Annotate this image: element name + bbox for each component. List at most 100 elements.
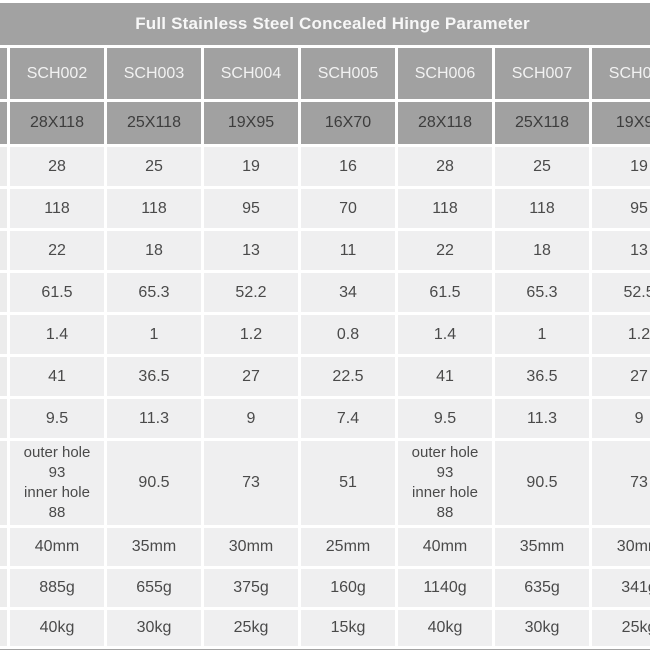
model-header-sch005: SCH005: [301, 48, 395, 99]
value-cell: 30mm: [592, 528, 650, 566]
value-cell: 118: [398, 189, 492, 228]
value-cell: 1.2: [592, 315, 650, 354]
value-cell: 95: [204, 189, 298, 228]
sheet-title: Full Stainless Steel Concealed Hinge Par…: [0, 3, 650, 45]
size-cell: 28X118: [398, 102, 492, 144]
size-cell: 19X95: [204, 102, 298, 144]
label-column-stub: [0, 48, 7, 99]
outer-hole-value: 93: [48, 464, 66, 481]
value-cell: 9: [204, 399, 298, 438]
value-cell: 25kg: [592, 610, 650, 646]
value-cell: 9.5: [398, 399, 492, 438]
value-cell: 41: [10, 357, 104, 396]
value-cell: 655g: [107, 569, 201, 607]
model-header-row: SCH002 SCH003 SCH004 SCH005 SCH006 SCH00…: [0, 48, 650, 99]
table-row: 9.5 11.3 9 7.4 9.5 11.3 9: [0, 399, 650, 438]
model-header-sch002: SCH002: [10, 48, 104, 99]
value-cell: 30kg: [495, 610, 589, 646]
value-cell: 22: [10, 231, 104, 270]
value-cell: 90.5: [107, 441, 201, 525]
value-cell: 341g: [592, 569, 650, 607]
value-cell: 7.4: [301, 399, 395, 438]
value-cell: 11.3: [495, 399, 589, 438]
label-column-stub: [0, 610, 7, 646]
outer-hole-label: outer hole: [23, 444, 91, 461]
table-row: 28 25 19 16 28 25 19: [0, 147, 650, 186]
value-cell: 13: [592, 231, 650, 270]
weight-row: 885g 655g 375g 160g 1140g 635g 341g: [0, 569, 650, 607]
table-row: 118 118 95 70 118 118 95: [0, 189, 650, 228]
table-row: 61.5 65.3 52.2 34 61.5 65.3 52.5: [0, 273, 650, 312]
value-cell: 160g: [301, 569, 395, 607]
label-column-stub: [0, 102, 7, 144]
value-cell: 35mm: [107, 528, 201, 566]
value-cell: 40kg: [10, 610, 104, 646]
value-cell: 16: [301, 147, 395, 186]
value-cell: 118: [10, 189, 104, 228]
label-column-stub: [0, 399, 7, 438]
value-cell: 1: [107, 315, 201, 354]
value-cell: 73: [592, 441, 650, 525]
value-cell: 25mm: [301, 528, 395, 566]
value-cell: 30kg: [107, 610, 201, 646]
value-cell: 25: [107, 147, 201, 186]
value-cell: 40kg: [398, 610, 492, 646]
size-cell: 19X95: [592, 102, 650, 144]
value-cell: 13: [204, 231, 298, 270]
value-cell: 40mm: [398, 528, 492, 566]
hole-detail-cell: outer hole 93 inner hole 88: [398, 441, 492, 525]
value-cell: 25: [495, 147, 589, 186]
value-cell: 65.3: [107, 273, 201, 312]
value-cell: 30mm: [204, 528, 298, 566]
value-cell: 1.4: [10, 315, 104, 354]
value-cell: 28: [398, 147, 492, 186]
label-column-stub: [0, 441, 7, 525]
value-cell: 19: [592, 147, 650, 186]
value-cell: 1.4: [398, 315, 492, 354]
title-row: Full Stainless Steel Concealed Hinge Par…: [0, 3, 650, 45]
value-cell: 18: [107, 231, 201, 270]
value-cell: 15kg: [301, 610, 395, 646]
value-cell: 19: [204, 147, 298, 186]
value-cell: 375g: [204, 569, 298, 607]
value-cell: 61.5: [398, 273, 492, 312]
value-cell: 27: [592, 357, 650, 396]
label-column-stub: [0, 189, 7, 228]
model-header-sch003: SCH003: [107, 48, 201, 99]
cup-depth-row: 40mm 35mm 30mm 25mm 40mm 35mm 30mm: [0, 528, 650, 566]
inner-hole-label: inner hole: [24, 484, 90, 501]
value-cell: 52.2: [204, 273, 298, 312]
value-cell: 118: [495, 189, 589, 228]
value-cell: 11.3: [107, 399, 201, 438]
value-cell: 28: [10, 147, 104, 186]
outer-hole-value: 93: [436, 464, 454, 481]
model-header-sch004: SCH004: [204, 48, 298, 99]
table-row: 1.4 1 1.2 0.8 1.4 1 1.2: [0, 315, 650, 354]
label-column-stub: [0, 528, 7, 566]
label-column-stub: [0, 357, 7, 396]
model-header-sch007: SCH007: [495, 48, 589, 99]
value-cell: 36.5: [107, 357, 201, 396]
value-cell: 73: [204, 441, 298, 525]
value-cell: 36.5: [495, 357, 589, 396]
size-cell: 25X118: [107, 102, 201, 144]
value-cell: 61.5: [10, 273, 104, 312]
size-cell: 25X118: [495, 102, 589, 144]
value-cell: 27: [204, 357, 298, 396]
value-cell: 11: [301, 231, 395, 270]
load-capacity-row: 40kg 30kg 25kg 15kg 40kg 30kg 25kg: [0, 610, 650, 646]
value-cell: 95: [592, 189, 650, 228]
value-cell: 18: [495, 231, 589, 270]
size-cell: 28X118: [10, 102, 104, 144]
value-cell: 35mm: [495, 528, 589, 566]
hole-detail-cell: outer hole 93 inner hole 88: [10, 441, 104, 525]
inner-hole-value: 88: [436, 504, 454, 521]
label-column-stub: [0, 315, 7, 354]
label-column-stub: [0, 273, 7, 312]
hole-dimension-row: outer hole 93 inner hole 88 90.5 73 51 o…: [0, 441, 650, 525]
value-cell: 22.5: [301, 357, 395, 396]
label-column-stub: [0, 147, 7, 186]
value-cell: 41: [398, 357, 492, 396]
value-cell: 118: [107, 189, 201, 228]
